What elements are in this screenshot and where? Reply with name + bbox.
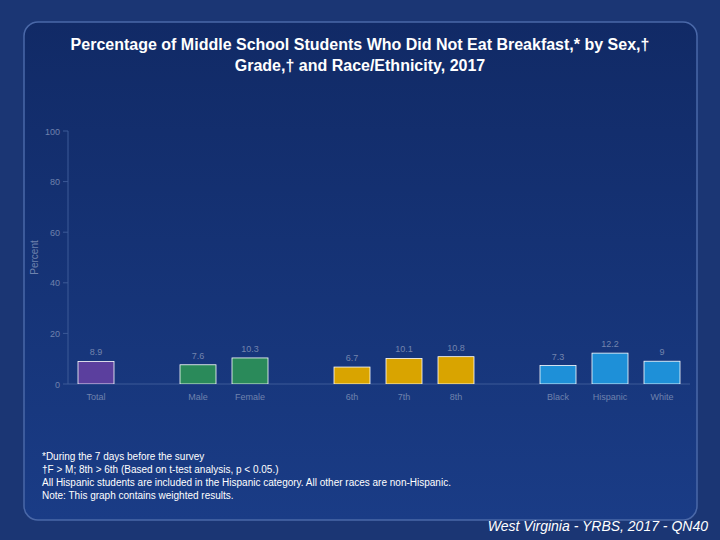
- y-tick: [63, 333, 68, 334]
- data-label: 7.3: [552, 352, 565, 362]
- x-tick-label: Black: [547, 392, 570, 402]
- y-tick: [63, 282, 68, 283]
- chart: 0 20 40 60 80 100 Percent 8.9 Total 7.6 Male 10.3 Fe…: [0, 0, 720, 540]
- y-tick-label: 100: [45, 127, 60, 137]
- x-tick-label: Female: [235, 392, 265, 402]
- bar: [540, 366, 576, 384]
- y-tick-label: 60: [50, 228, 60, 238]
- bar: [386, 358, 422, 384]
- source: West Virginia - YRBS, 2017 - QN40: [488, 518, 708, 534]
- x-tick-label: Total: [86, 392, 105, 402]
- bar: [180, 365, 216, 384]
- data-label: 10.8: [447, 343, 465, 353]
- y-tick: [63, 181, 68, 182]
- data-label: 8.9: [90, 347, 103, 357]
- annotation: Note: This graph contains weighted resul…: [42, 490, 234, 501]
- panel: [24, 22, 697, 520]
- annotation: †F > M; 8th > 6th (Based on t-test analy…: [42, 464, 279, 475]
- y-tick-label: 80: [50, 177, 60, 187]
- y-axis: [68, 131, 69, 384]
- data-label: 10.3: [241, 344, 259, 354]
- y-tick: [63, 384, 68, 385]
- title: Percentage of Middle School Students Who…: [40, 34, 680, 76]
- x-tick-label: 7th: [398, 392, 411, 402]
- data-label: 9: [659, 347, 664, 357]
- stage: 0 20 40 60 80 100 Percent 8.9 Total 7.6 Male 10.3 Fe…: [0, 0, 720, 540]
- data-label: 12.2: [601, 339, 619, 349]
- y-label: Percent: [29, 240, 40, 275]
- y-tick-label: 40: [50, 278, 60, 288]
- data-label: 10.1: [395, 344, 413, 354]
- y-tick: [63, 232, 68, 233]
- bar: [232, 358, 268, 384]
- bars: [78, 353, 680, 384]
- bar: [644, 361, 680, 384]
- y-tick-label: 20: [50, 329, 60, 339]
- y-tick-label: 0: [55, 380, 60, 390]
- annotation: All Hispanic students are included in th…: [42, 477, 451, 488]
- x-tick-label: White: [650, 392, 673, 402]
- bar: [592, 353, 628, 384]
- bar: [78, 361, 114, 384]
- data-label: 6.7: [346, 353, 359, 363]
- labels: 8.9 Total 7.6 Male 10.3 Female 6.7 6th 10.1 7th 10…: [86, 339, 673, 402]
- annotation: *During the 7 days before the survey: [42, 451, 204, 462]
- x-tick-label: Hispanic: [593, 392, 628, 402]
- bar: [438, 357, 474, 384]
- x-tick-label: 8th: [450, 392, 463, 402]
- y-tick: [63, 131, 68, 132]
- bar: [334, 367, 370, 384]
- data-label: 7.6: [192, 351, 205, 361]
- x-tick-label: 6th: [346, 392, 359, 402]
- x-tick-label: Male: [188, 392, 208, 402]
